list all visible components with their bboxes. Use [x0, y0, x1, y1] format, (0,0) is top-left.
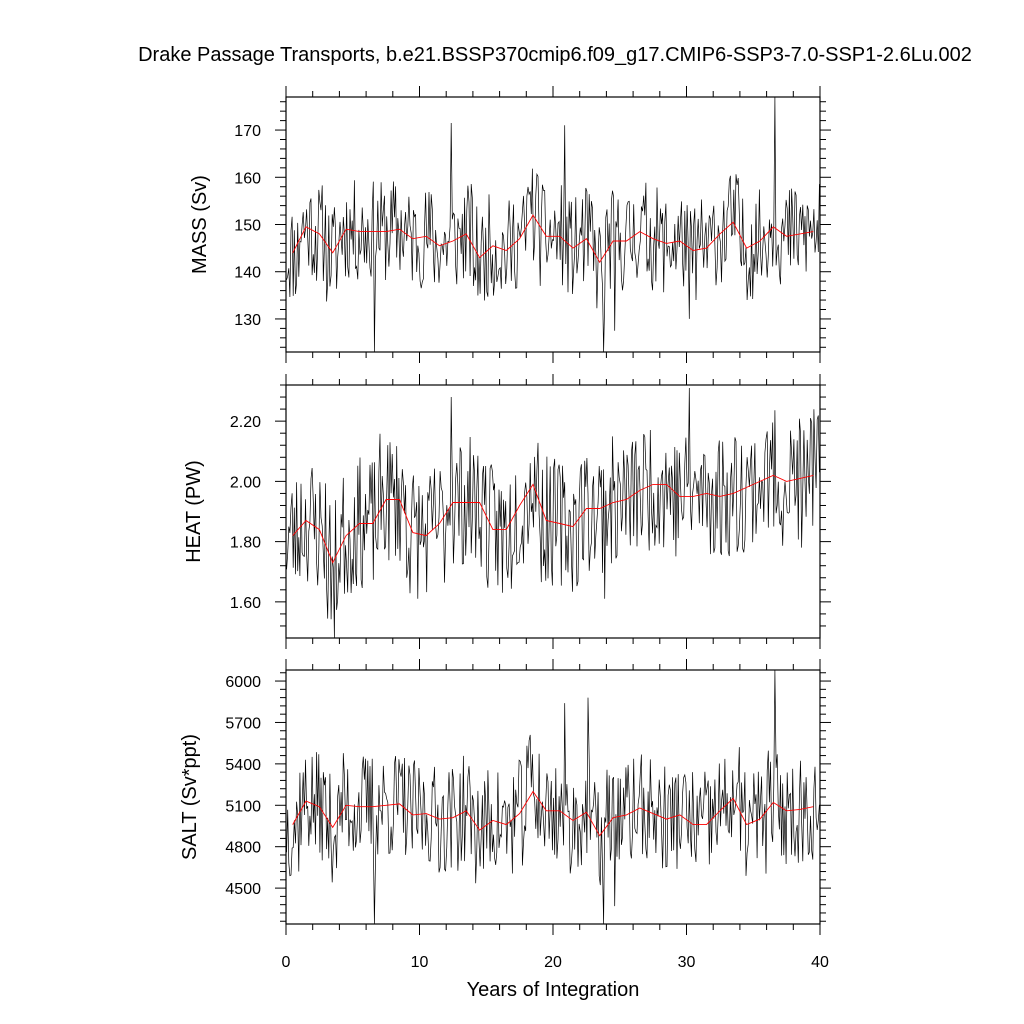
y-tick-label: 2.20 — [230, 414, 261, 431]
y-tick-label: 4500 — [225, 881, 261, 898]
y-tick-label: 1.80 — [230, 535, 261, 552]
x-tick-label: 30 — [678, 954, 696, 971]
chart-title: Drake Passage Transports, b.e21.BSSP370c… — [138, 44, 972, 66]
y-tick-label: 130 — [234, 312, 261, 329]
annual-mean-line — [292, 214, 814, 264]
y-tick-label: 6000 — [225, 674, 261, 691]
y-tick-label: 160 — [234, 170, 261, 187]
y-tick-label: 1.60 — [230, 595, 261, 612]
y-tick-label: 170 — [234, 123, 261, 140]
annual-mean-line — [292, 474, 814, 564]
panel-3: 4500 4800 5100 5400 5700 6000 SALT (Sv*ppt) 0 10… — [179, 659, 831, 971]
x-tick-label: 40 — [811, 954, 829, 971]
panel-1: 130 140 150 160 170 MASS (Sv) — [189, 86, 831, 363]
y-tick-label: 5100 — [225, 798, 261, 815]
x-tick-label: 10 — [411, 954, 429, 971]
y-tick-label: 5700 — [225, 715, 261, 732]
x-tick-label: 20 — [544, 954, 562, 971]
annual-mean-line — [292, 790, 814, 837]
y-axis-label: MASS (Sv) — [189, 175, 211, 274]
x-axis-label: Years of Integration — [467, 979, 640, 1001]
x-tick-label: 0 — [282, 954, 291, 971]
y-tick-label: 5400 — [225, 757, 261, 774]
monthly-series-line — [286, 670, 820, 924]
y-tick-label: 2.00 — [230, 474, 261, 491]
y-axis-label: HEAT (PW) — [183, 460, 205, 563]
y-tick-label: 140 — [234, 265, 261, 282]
monthly-series-line — [286, 97, 820, 352]
y-tick-label: 150 — [234, 218, 261, 235]
y-tick-label: 4800 — [225, 840, 261, 857]
panel-2: 1.60 1.80 2.00 2.20 HEAT (PW) — [183, 374, 831, 649]
y-axis-label: SALT (Sv*ppt) — [179, 734, 201, 860]
monthly-series-line — [286, 387, 820, 638]
